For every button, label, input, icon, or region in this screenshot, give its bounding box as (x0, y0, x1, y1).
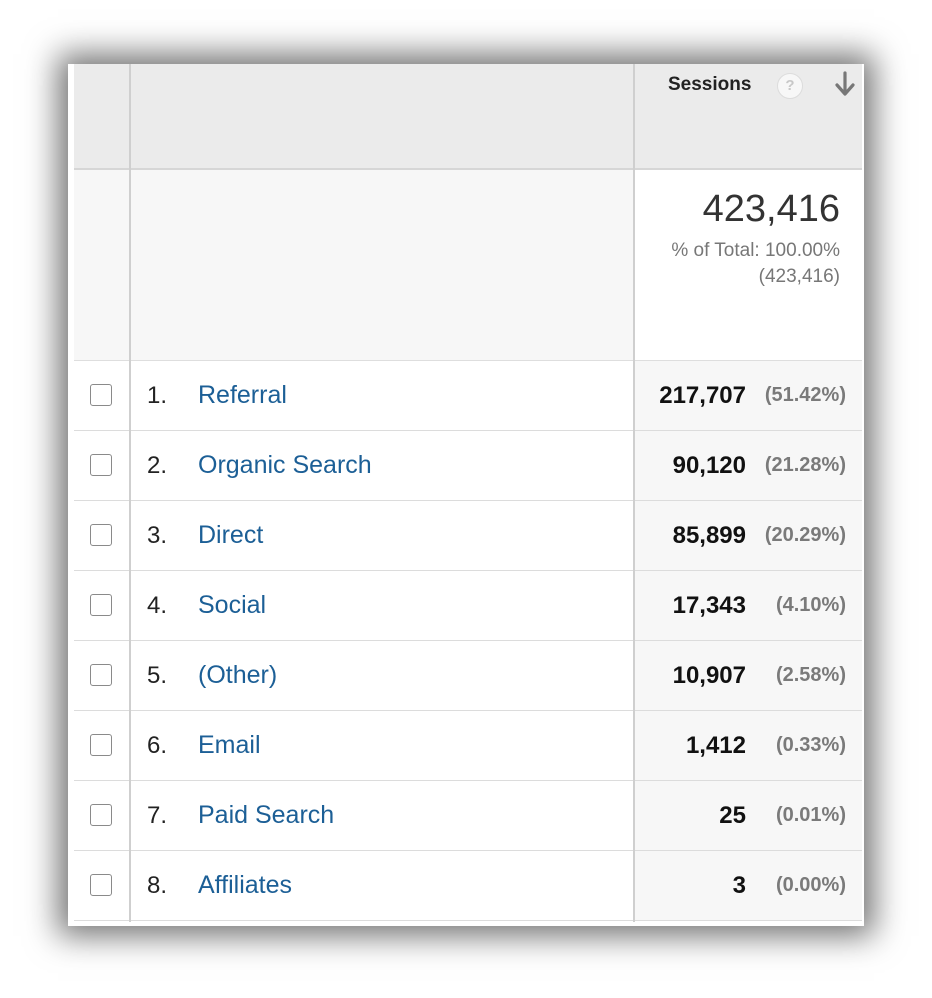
column-divider (129, 64, 131, 922)
channel-link[interactable]: Social (198, 591, 267, 619)
sessions-percent: (0.01%) (775, 804, 846, 826)
row-rank: 2. (147, 452, 168, 479)
row-checkbox[interactable] (90, 594, 112, 616)
channel-link[interactable]: Organic Search (198, 451, 372, 479)
row-rank: 6. (147, 732, 168, 759)
report-table-card: Sessions ? 423,416 % of Total: 100.00% (… (68, 64, 864, 926)
sessions-value: 3 (732, 872, 746, 899)
sessions-column-header[interactable]: Sessions (668, 74, 752, 95)
sessions-percent: (51.42%) (764, 384, 846, 406)
table-row: 5. (Other) 10,907 (2.58%) (74, 641, 862, 711)
sessions-percent: (21.28%) (764, 454, 846, 476)
sessions-value: 85,899 (672, 522, 746, 549)
table-header-row: Sessions ? (74, 64, 862, 170)
totals-sessions-cell: 423,416 % of Total: 100.00% (423,416) (635, 170, 862, 360)
help-icon[interactable]: ? (777, 73, 803, 99)
channel-link[interactable]: Affiliates (198, 871, 293, 899)
sessions-value: 10,907 (672, 662, 746, 689)
channel-link[interactable]: Referral (198, 381, 287, 409)
row-checkbox[interactable] (90, 524, 112, 546)
row-rank: 8. (147, 872, 168, 899)
row-rank: 7. (147, 802, 168, 829)
row-rank: 3. (147, 522, 168, 549)
row-checkbox[interactable] (90, 734, 112, 756)
total-sessions-value: 423,416 (702, 188, 840, 230)
table-row: 1. Referral 217,707 (51.42%) (74, 361, 862, 431)
table-row: 2. Organic Search 90,120 (21.28%) (74, 431, 862, 501)
report-table: Sessions ? 423,416 % of Total: 100.00% (… (74, 64, 862, 922)
row-rank: 5. (147, 662, 168, 689)
totals-row: 423,416 % of Total: 100.00% (423,416) (74, 170, 862, 361)
sessions-percent: (20.29%) (764, 524, 846, 546)
sessions-percent: (2.58%) (775, 664, 846, 686)
row-checkbox[interactable] (90, 804, 112, 826)
table-row: 7. Paid Search 25 (0.01%) (74, 781, 862, 851)
table-row: 4. Social 17,343 (4.10%) (74, 571, 862, 641)
row-checkbox[interactable] (90, 664, 112, 686)
total-percent-label: % of Total: 100.00% (671, 240, 840, 261)
column-divider (633, 64, 635, 922)
total-absolute-label: (423,416) (758, 266, 840, 287)
sessions-value: 25 (719, 802, 746, 829)
sessions-percent: (0.00%) (775, 874, 846, 896)
sessions-value: 217,707 (659, 382, 746, 409)
table-row: 6. Email 1,412 (0.33%) (74, 711, 862, 781)
row-rank: 4. (147, 592, 168, 619)
table-body: 1. Referral 217,707 (51.42%) 2. Organic … (74, 361, 862, 921)
row-rank: 1. (147, 382, 168, 409)
channel-link[interactable]: Direct (198, 521, 264, 549)
table-row: 8. Affiliates 3 (0.00%) (74, 851, 862, 921)
sessions-percent: (4.10%) (775, 594, 846, 616)
sessions-value: 90,120 (672, 452, 746, 479)
row-checkbox[interactable] (90, 384, 112, 406)
channel-link[interactable]: Paid Search (198, 801, 335, 829)
sort-descending-icon[interactable] (834, 71, 856, 99)
channel-link[interactable]: (Other) (198, 661, 278, 689)
sessions-value: 1,412 (685, 732, 746, 759)
sessions-percent: (0.33%) (775, 734, 846, 756)
sessions-value: 17,343 (672, 592, 746, 619)
channel-link[interactable]: Email (198, 731, 261, 759)
row-checkbox[interactable] (90, 874, 112, 896)
table-row: 3. Direct 85,899 (20.29%) (74, 501, 862, 571)
row-checkbox[interactable] (90, 454, 112, 476)
